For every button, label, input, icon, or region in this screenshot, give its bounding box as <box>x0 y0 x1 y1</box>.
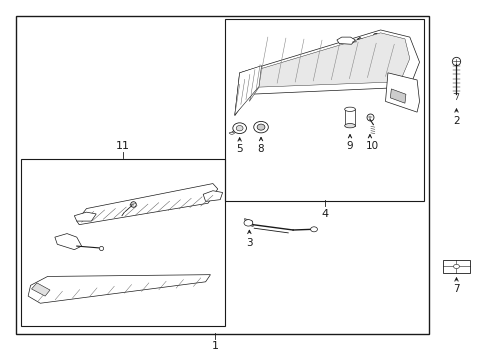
Circle shape <box>310 227 317 232</box>
Polygon shape <box>31 283 50 296</box>
Text: 6: 6 <box>370 33 377 43</box>
Wedge shape <box>229 132 234 134</box>
Text: 2: 2 <box>452 116 459 126</box>
Text: 8: 8 <box>257 144 264 154</box>
Bar <box>16 16 428 334</box>
Polygon shape <box>385 73 419 112</box>
Text: 10: 10 <box>365 141 378 152</box>
Polygon shape <box>244 219 253 226</box>
Text: 4: 4 <box>321 208 327 219</box>
Text: 9: 9 <box>346 141 353 152</box>
Text: 3: 3 <box>245 238 252 248</box>
Bar <box>21 158 224 327</box>
Polygon shape <box>77 184 217 225</box>
Bar <box>224 19 424 202</box>
Polygon shape <box>442 260 469 273</box>
Polygon shape <box>234 30 419 116</box>
Ellipse shape <box>257 124 264 130</box>
Polygon shape <box>203 191 222 202</box>
Polygon shape <box>344 109 355 126</box>
Polygon shape <box>389 89 405 103</box>
Ellipse shape <box>253 121 268 133</box>
Polygon shape <box>28 275 210 303</box>
Polygon shape <box>336 37 355 44</box>
Circle shape <box>244 220 252 226</box>
Polygon shape <box>74 212 96 221</box>
Ellipse shape <box>232 123 246 134</box>
Text: 1: 1 <box>211 342 218 351</box>
Text: 7: 7 <box>452 284 459 294</box>
Circle shape <box>453 264 458 269</box>
Ellipse shape <box>236 126 243 131</box>
Text: 5: 5 <box>236 144 243 154</box>
Polygon shape <box>55 234 81 249</box>
Text: 11: 11 <box>116 141 130 152</box>
Polygon shape <box>234 66 261 115</box>
Polygon shape <box>249 33 409 102</box>
Ellipse shape <box>344 107 355 111</box>
Ellipse shape <box>344 123 355 128</box>
